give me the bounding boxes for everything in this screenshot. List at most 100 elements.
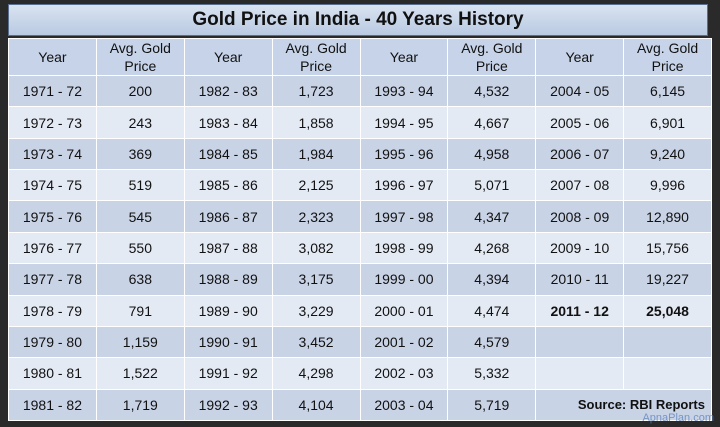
table-row: 1976 - 77 550 1987 - 88 3,082 1998 - 99 4,268… bbox=[8, 231, 712, 265]
header-year: Year bbox=[8, 38, 97, 76]
cell-year: 1986 - 87 bbox=[183, 200, 273, 233]
table-row: 1979 - 80 1,159 1990 - 91 3,452 2001 - 02 4,5… bbox=[8, 325, 712, 359]
cell-price: 5,332 bbox=[447, 357, 537, 390]
cell-year bbox=[535, 357, 625, 390]
cell-year: 1984 - 85 bbox=[183, 137, 273, 171]
cell-year: 1994 - 95 bbox=[359, 106, 449, 139]
cell-price: 5,071 bbox=[447, 169, 537, 202]
header-price-line2: Price bbox=[300, 58, 333, 74]
cell-year: 2010 - 11 bbox=[535, 263, 625, 296]
cell-year: 2005 - 06 bbox=[535, 106, 625, 139]
cell-price: 19,227 bbox=[623, 263, 712, 296]
table-row: 1975 - 76 545 1986 - 87 2,323 1997 - 98 4,347… bbox=[8, 200, 712, 233]
cell-year: 1988 - 89 bbox=[183, 263, 273, 296]
cell-year: 1982 - 83 bbox=[183, 74, 273, 108]
cell-price: 550 bbox=[95, 231, 185, 265]
cell-price: 545 bbox=[95, 200, 185, 233]
header-year: Year bbox=[183, 38, 273, 76]
cell-price: 25,048 bbox=[623, 294, 712, 327]
cell-year: 1979 - 80 bbox=[8, 325, 97, 359]
header-year: Year bbox=[359, 38, 449, 76]
header-avg-gold-price: Avg. Gold Price bbox=[95, 38, 185, 76]
cell-price bbox=[623, 357, 712, 390]
cell-year: 1980 - 81 bbox=[8, 357, 97, 390]
cell-price: 5,719 bbox=[447, 388, 537, 422]
cell-year: 1996 - 97 bbox=[359, 169, 449, 202]
cell-price: 243 bbox=[95, 106, 185, 139]
cell-price: 6,901 bbox=[623, 106, 712, 139]
gold-price-table: Year Avg. Gold Price Year Avg. Gold Price Year… bbox=[8, 38, 712, 422]
cell-year: 1995 - 96 bbox=[359, 137, 449, 171]
cell-year: 1977 - 78 bbox=[8, 263, 97, 296]
cell-year: 1991 - 92 bbox=[183, 357, 273, 390]
cell-year: 2004 - 05 bbox=[535, 74, 625, 108]
table-body: 1971 - 72 200 1982 - 83 1,723 1993 - 94 4,532… bbox=[8, 74, 712, 422]
table-title: Gold Price in India - 40 Years History bbox=[8, 4, 708, 36]
cell-price: 3,452 bbox=[271, 325, 361, 359]
cell-year: 2001 - 02 bbox=[359, 325, 449, 359]
cell-price: 4,667 bbox=[447, 106, 537, 139]
cell-year: 2007 - 08 bbox=[535, 169, 625, 202]
cell-price: 4,579 bbox=[447, 325, 537, 359]
header-price-line1: Avg. Gold bbox=[461, 40, 523, 56]
cell-price: 1,159 bbox=[95, 325, 185, 359]
header-avg-gold-price: Avg. Gold Price bbox=[447, 38, 537, 76]
cell-price: 2,323 bbox=[271, 200, 361, 233]
cell-year: 1973 - 74 bbox=[8, 137, 97, 171]
table-row: 1972 - 73 243 1983 - 84 1,858 1994 - 95 4,667… bbox=[8, 106, 712, 139]
cell-price: 2,125 bbox=[271, 169, 361, 202]
cell-year: 1974 - 75 bbox=[8, 169, 97, 202]
source-note: Source: RBI Reports bbox=[535, 388, 712, 422]
cell-price: 4,958 bbox=[447, 137, 537, 171]
cell-price: 9,996 bbox=[623, 169, 712, 202]
cell-year: 2011 - 12 bbox=[535, 294, 625, 327]
header-price-line1: Avg. Gold bbox=[285, 40, 347, 56]
cell-price: 519 bbox=[95, 169, 185, 202]
cell-price: 791 bbox=[95, 294, 185, 327]
cell-year bbox=[535, 325, 625, 359]
cell-price: 1,719 bbox=[95, 388, 185, 422]
cell-price: 12,890 bbox=[623, 200, 712, 233]
cell-price: 3,082 bbox=[271, 231, 361, 265]
cell-price: 1,723 bbox=[271, 74, 361, 108]
header-year: Year bbox=[535, 38, 625, 76]
header-price-line2: Price bbox=[651, 58, 684, 74]
header-price-line1: Avg. Gold bbox=[636, 40, 699, 56]
cell-price: 4,394 bbox=[447, 263, 537, 296]
cell-price: 200 bbox=[95, 74, 185, 108]
cell-year: 1976 - 77 bbox=[8, 231, 97, 265]
cell-price: 1,858 bbox=[271, 106, 361, 139]
cell-price: 3,175 bbox=[271, 263, 361, 296]
cell-price: 15,756 bbox=[623, 231, 712, 265]
cell-price: 6,145 bbox=[623, 74, 712, 108]
cell-price: 3,229 bbox=[271, 294, 361, 327]
header-avg-gold-price: Avg. Gold Price bbox=[623, 38, 712, 76]
cell-price: 1,522 bbox=[95, 357, 185, 390]
cell-year: 2002 - 03 bbox=[359, 357, 449, 390]
watermark: ApnaPlan.com bbox=[642, 412, 714, 424]
table-row: 1981 - 82 1,719 1992 - 93 4,104 2003 - 04 5,7… bbox=[8, 388, 712, 422]
cell-year: 1972 - 73 bbox=[8, 106, 97, 139]
cell-price: 369 bbox=[95, 137, 185, 171]
cell-year: 2006 - 07 bbox=[535, 137, 625, 171]
header-price-line2: Price bbox=[124, 58, 157, 74]
table-row: 1977 - 78 638 1988 - 89 3,175 1999 - 00 4,394… bbox=[8, 263, 712, 296]
table-row: 1980 - 81 1,522 1991 - 92 4,298 2002 - 03 5,3… bbox=[8, 357, 712, 390]
header-price-line1: Avg. Gold bbox=[109, 40, 171, 56]
table-row: 1978 - 79 791 1989 - 90 3,229 2000 - 01 4,474… bbox=[8, 294, 712, 327]
cell-price: 1,984 bbox=[271, 137, 361, 171]
header-row: Year Avg. Gold Price Year Avg. Gold Price Year… bbox=[8, 38, 712, 76]
cell-year: 2003 - 04 bbox=[359, 388, 449, 422]
cell-year: 2000 - 01 bbox=[359, 294, 449, 327]
cell-year: 1975 - 76 bbox=[8, 200, 97, 233]
cell-price: 4,268 bbox=[447, 231, 537, 265]
header-avg-gold-price: Avg. Gold Price bbox=[271, 38, 361, 76]
cell-year: 1987 - 88 bbox=[183, 231, 273, 265]
cell-year: 1981 - 82 bbox=[8, 388, 97, 422]
cell-price: 4,104 bbox=[271, 388, 361, 422]
cell-price bbox=[623, 325, 712, 359]
cell-year: 1978 - 79 bbox=[8, 294, 97, 327]
cell-year: 1989 - 90 bbox=[183, 294, 273, 327]
cell-price: 4,298 bbox=[271, 357, 361, 390]
